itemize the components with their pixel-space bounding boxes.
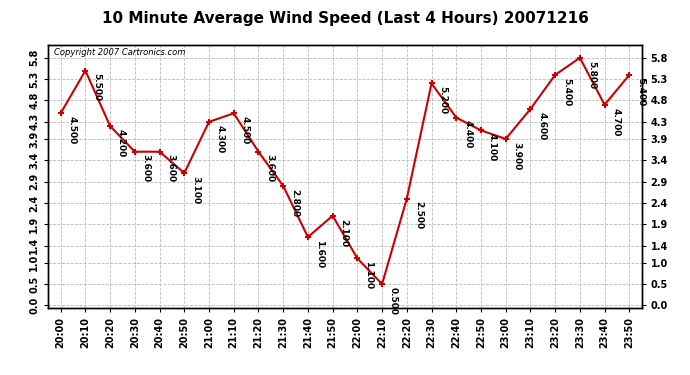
- Text: 4.200: 4.200: [117, 129, 126, 157]
- Text: 4.500: 4.500: [68, 116, 77, 144]
- Text: Copyright 2007 Cartronics.com: Copyright 2007 Cartronics.com: [55, 48, 186, 57]
- Text: 5.400: 5.400: [636, 78, 645, 106]
- Text: 5.800: 5.800: [586, 61, 596, 89]
- Text: 10 Minute Average Wind Speed (Last 4 Hours) 20071216: 10 Minute Average Wind Speed (Last 4 Hou…: [101, 11, 589, 26]
- Text: 1.100: 1.100: [364, 261, 373, 290]
- Text: 2.500: 2.500: [414, 201, 423, 229]
- Text: 5.200: 5.200: [438, 86, 448, 114]
- Text: 3.900: 3.900: [513, 142, 522, 170]
- Text: 1.600: 1.600: [315, 240, 324, 268]
- Text: 4.500: 4.500: [241, 116, 250, 144]
- Text: 0.500: 0.500: [389, 287, 398, 315]
- Text: 4.700: 4.700: [611, 108, 620, 136]
- Text: 4.400: 4.400: [463, 120, 472, 149]
- Text: 4.300: 4.300: [216, 124, 225, 153]
- Text: 2.100: 2.100: [339, 219, 348, 247]
- Text: 5.500: 5.500: [92, 74, 101, 102]
- Text: 3.600: 3.600: [141, 154, 151, 183]
- Text: 4.100: 4.100: [488, 133, 497, 161]
- Text: 3.100: 3.100: [191, 176, 200, 204]
- Text: 5.400: 5.400: [562, 78, 571, 106]
- Text: 2.800: 2.800: [290, 189, 299, 217]
- Text: 3.600: 3.600: [266, 154, 275, 183]
- Text: 3.600: 3.600: [166, 154, 175, 183]
- Text: 4.600: 4.600: [538, 112, 546, 140]
